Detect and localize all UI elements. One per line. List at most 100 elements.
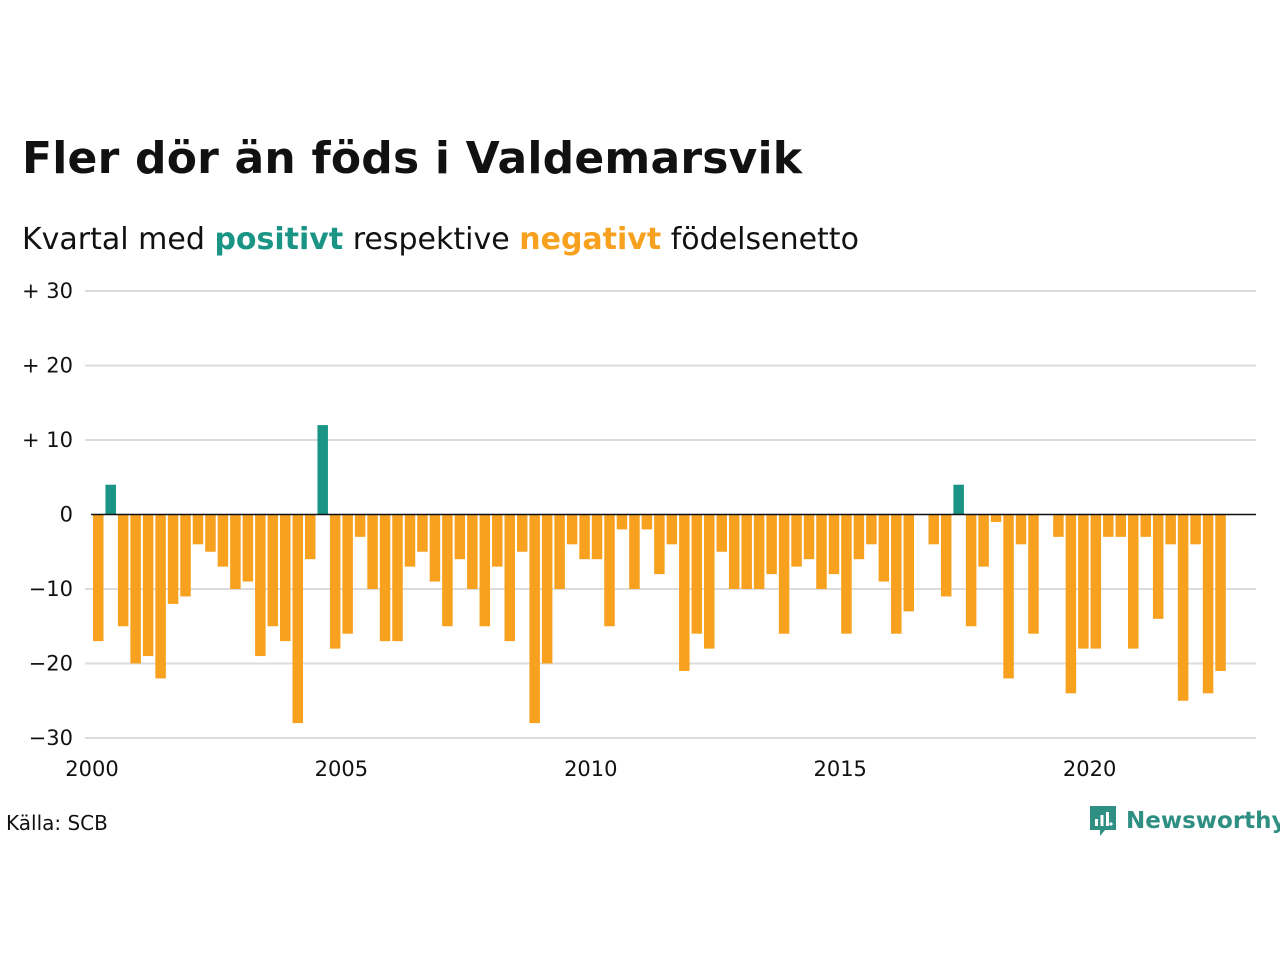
subtitle-suffix: födelsenetto [670,222,859,257]
bar-negative [267,514,279,627]
bar-negative [928,514,939,545]
bar-negative [878,514,890,582]
y-axis-labels: + 30 + 20 + 10 0 −10 −20 −30 [22,279,73,750]
subtitle-negative-word: negativt [519,222,662,257]
bar-negative [142,514,154,657]
bar-negative [1115,514,1127,537]
bar-negative [429,514,441,582]
bar-negative [604,514,615,627]
bar-negative [716,514,727,552]
bar-negative [230,514,241,589]
bar-negative [753,514,765,589]
brand-logo: Newsworthy [1088,804,1280,838]
bar-negative [766,514,777,575]
bar-negative [504,514,515,642]
x-tick-label: 2000 [65,757,118,781]
bar-negative [1165,514,1176,545]
bar-negative [679,514,690,671]
bar-negative [304,514,316,560]
bar-negative [978,514,989,567]
x-tick-label: 2010 [564,757,617,781]
bar-negative [1015,514,1027,545]
bar-negative [791,514,802,567]
bar-negative [180,514,191,597]
bar-negative [242,514,254,582]
brand-name: Newsworthy [1126,808,1280,834]
bar-negative [778,514,790,634]
bar-negative [1127,514,1139,649]
bar-negative [117,514,129,627]
bar-negative [1003,514,1014,679]
source-note: Källa: SCB [6,811,108,835]
bar-negative [691,514,703,634]
bar-negative [666,514,678,545]
bar-negative [741,514,752,589]
x-tick-label: 2015 [813,757,866,781]
bar-negative [404,514,416,567]
bar-negative [641,514,653,530]
y-tick-label: −20 [29,652,73,676]
bar-negative [379,514,391,642]
bar-negative [1103,514,1114,537]
subtitle-middle: respektive [352,222,510,257]
bar-negative [479,514,491,627]
bar-negative [1140,514,1151,537]
bar-negative [342,514,353,634]
chart-subtitle: Kvartal med positivt respektive negativt… [22,222,859,257]
bar-negative [629,514,640,589]
y-tick-label: −10 [29,577,73,601]
bar-negative [255,514,266,657]
y-tick-label: −30 [29,726,73,750]
x-axis-labels: 2000 2005 2010 2015 2020 [65,757,1116,781]
bar-negative [392,514,403,642]
bar-negative [654,514,665,575]
bar-negative [442,514,453,627]
bar-negative [704,514,715,649]
bar-negative [1152,514,1164,619]
bar-negative [329,514,341,649]
y-tick-label: + 10 [22,428,73,452]
y-tick-label: + 20 [22,354,73,378]
bar-negative [354,514,366,537]
bar-negative [853,514,865,560]
bar-negative [292,514,304,724]
y-tick-label: 0 [60,503,73,527]
bar-negative [529,514,540,724]
bar-negative [205,514,216,552]
bar-negative [454,514,466,560]
bar-negative [566,514,578,545]
bar-negative [516,514,528,552]
bar-positive [953,484,964,515]
bar-negative [167,514,179,604]
chart-title: Fler dör än föds i Valdemarsvik [22,133,803,184]
bar-negative [1202,514,1214,694]
bar-negative [866,514,877,545]
bar-positive [317,425,328,515]
bar-negative [541,514,553,664]
bar-negative [1190,514,1201,545]
bar-negative [130,514,141,664]
bar-negative [417,514,428,552]
bar-negative [1078,514,1089,649]
subtitle-prefix: Kvartal med [22,222,205,257]
bar-negative [990,514,1002,522]
bar-negative [217,514,229,567]
bar-negative [554,514,565,589]
bar-negative [803,514,815,560]
bar-positive [105,484,116,515]
bar-negative [1028,514,1039,634]
newsworthy-logo-icon [1090,806,1116,836]
bar-negative [891,514,902,634]
bar-negative [492,514,503,567]
bar-negative [467,514,478,589]
bar-negative [1090,514,1102,649]
bar-negative [155,514,166,679]
bar-negative [1053,514,1064,537]
bar-negative [965,514,977,627]
bar-negative [1177,514,1189,701]
x-tick-label: 2005 [315,757,368,781]
bar-negative [367,514,378,589]
bar-negative [280,514,291,642]
bar-negative [728,514,740,589]
bar-chart: + 30+ 20+ 100−10−20−30 2000 2005 2010 2015 2… [22,279,1256,781]
